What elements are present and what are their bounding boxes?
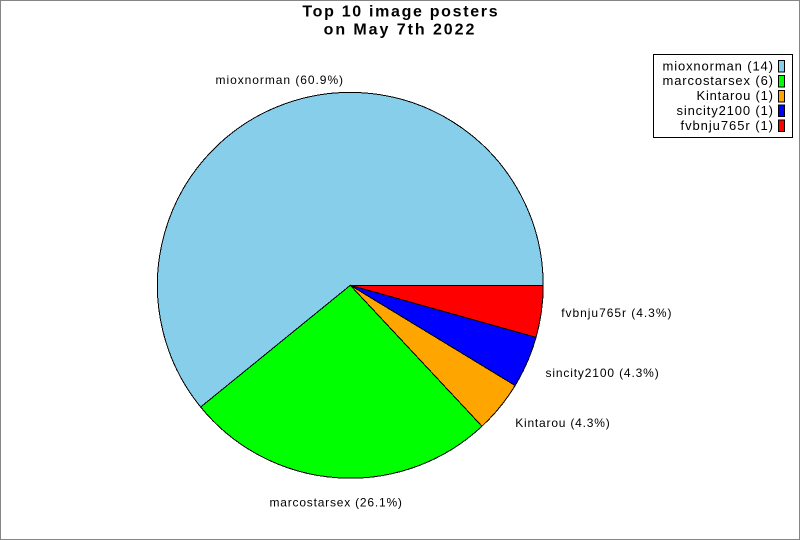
svg-text:Kintarou (1): Kintarou (1)	[697, 88, 774, 103]
svg-text:on May 7th 2022: on May 7th 2022	[324, 21, 475, 38]
svg-text:marcostarsex (6): marcostarsex (6)	[663, 73, 774, 88]
svg-text:marcostarsex (26.1%): marcostarsex (26.1%)	[270, 495, 402, 509]
svg-text:mioxnorman (14): mioxnorman (14)	[663, 58, 774, 73]
svg-text:sincity2100 (4.3%): sincity2100 (4.3%)	[546, 366, 659, 380]
svg-text:sincity2100 (1): sincity2100 (1)	[677, 103, 774, 118]
svg-text:fvbnju765r (1): fvbnju765r (1)	[681, 118, 774, 133]
svg-text:Kintarou (4.3%): Kintarou (4.3%)	[515, 416, 610, 430]
svg-text:mioxnorman (60.9%): mioxnorman (60.9%)	[216, 73, 344, 87]
svg-text:fvbnju765r (4.3%): fvbnju765r (4.3%)	[561, 306, 671, 320]
